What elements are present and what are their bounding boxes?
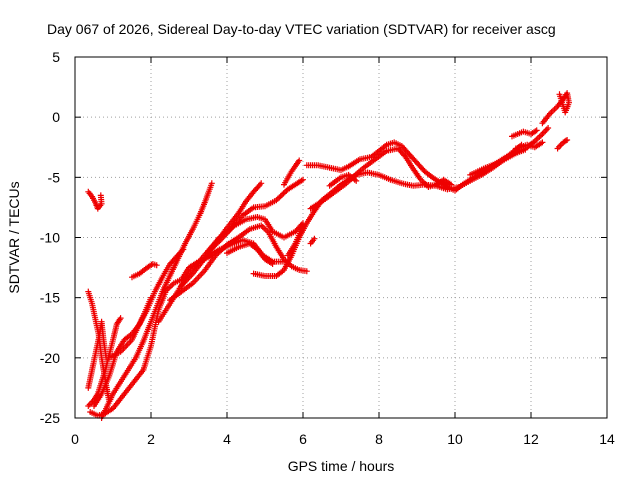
x-tick-label: 4	[223, 431, 231, 447]
data-point	[153, 262, 160, 269]
y-tick-label: -10	[40, 230, 60, 246]
data-point	[556, 91, 563, 98]
series-track-9	[98, 180, 215, 421]
data-point	[303, 268, 310, 275]
data-point	[564, 137, 571, 143]
axis-ticks: 0 2 4 6 8 10 12 14 5 0 -5 -10 -15 -20 -25	[40, 49, 615, 447]
plot-frame	[74, 56, 608, 419]
x-tick-label: 2	[147, 431, 155, 447]
x-tick-label: 12	[523, 431, 539, 447]
x-axis-label: GPS time / hours	[288, 458, 395, 474]
x-tick-label: 6	[299, 431, 307, 447]
series-track-8	[129, 261, 160, 281]
series-track-22	[326, 171, 360, 189]
data-point	[545, 125, 552, 131]
data-point	[353, 177, 360, 184]
data-point	[533, 127, 540, 134]
y-tick-label: -15	[40, 290, 60, 306]
y-tick-label: 0	[52, 109, 60, 125]
series-track-26	[539, 90, 572, 127]
series-track-27	[554, 137, 571, 152]
data-point	[300, 222, 306, 229]
x-tick-label: 14	[599, 431, 615, 447]
data-points	[85, 90, 572, 421]
y-tick-label: -25	[40, 410, 60, 426]
series-track-15	[224, 240, 276, 267]
series-track-23	[467, 125, 552, 178]
series-track-20	[307, 235, 318, 247]
data-point	[311, 235, 318, 242]
data-point	[269, 261, 276, 267]
series-track-16	[250, 145, 455, 279]
series-track-24	[509, 127, 540, 140]
data-point	[148, 294, 154, 301]
grid-lines	[75, 57, 607, 418]
x-tick-label: 10	[447, 431, 463, 447]
x-tick-label: 0	[71, 431, 79, 447]
data-point	[300, 176, 306, 183]
series-track-25	[512, 139, 546, 152]
series-track-5	[85, 315, 124, 409]
data-point	[258, 180, 265, 187]
series-track-18	[281, 157, 303, 188]
data-point	[562, 137, 569, 144]
data-point	[208, 180, 215, 187]
y-tick-label: 5	[52, 49, 60, 65]
y-tick-label: -20	[40, 350, 60, 366]
x-tick-label: 8	[375, 431, 383, 447]
data-point	[117, 315, 124, 322]
data-point	[296, 157, 303, 164]
chart-title: Day 067 of 2026, Sidereal Day-to-day VTE…	[47, 21, 556, 37]
y-axis-label: SDTVAR / TECUs	[6, 181, 22, 293]
data-point	[97, 192, 104, 199]
series-track-3	[85, 318, 110, 391]
series-track-17	[284, 222, 306, 259]
series-track-7	[106, 294, 154, 361]
data-point	[539, 139, 546, 146]
y-tick-label: -5	[48, 169, 61, 185]
series-track-1	[85, 188, 105, 212]
series-track-14	[205, 176, 306, 255]
